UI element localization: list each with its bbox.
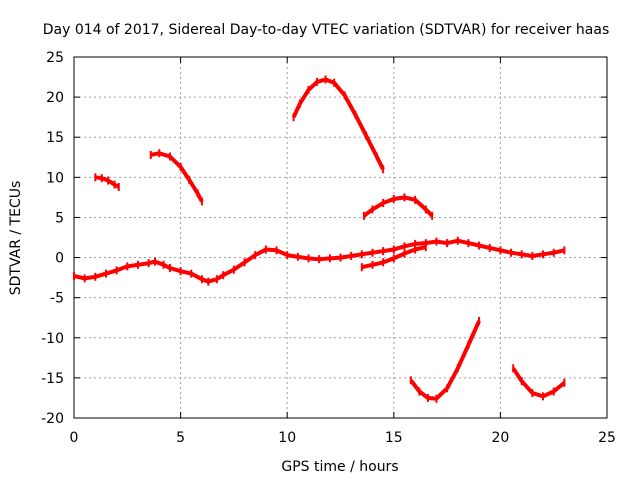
x-tick-label-2: 10 xyxy=(278,430,296,446)
grid-lines xyxy=(74,57,607,418)
x-tick-label-1: 5 xyxy=(176,430,185,446)
x-tick-label-4: 20 xyxy=(491,430,509,446)
x-tick-label-3: 15 xyxy=(385,430,403,446)
axis-ticks: 0 5 10 15 20 25 -20 -15 -10 -5 0 5 10 15 20 25 xyxy=(41,50,616,446)
data-series xyxy=(73,75,566,403)
x-axis-label: GPS time / hours xyxy=(281,459,398,475)
y-tick-label-2: -10 xyxy=(41,331,64,347)
y-tick-label-5: 5 xyxy=(55,210,64,226)
y-axis-label: SDTVAR / TECUs xyxy=(8,181,24,296)
y-tick-label-4: 0 xyxy=(55,251,64,267)
y-tick-label-8: 20 xyxy=(46,90,64,106)
y-tick-label-7: 15 xyxy=(46,130,64,146)
series-arc-4 xyxy=(362,195,434,218)
y-tick-label-9: 25 xyxy=(46,50,64,66)
y-tick-label-3: -5 xyxy=(50,291,64,307)
y-tick-label-0: -20 xyxy=(41,411,64,427)
y-tick-label-6: 10 xyxy=(46,170,64,186)
x-tick-label-5: 25 xyxy=(598,430,616,446)
x-tick-label-0: 0 xyxy=(70,430,79,446)
series-arc-3 xyxy=(291,77,385,171)
series-arc-5 xyxy=(409,320,481,401)
chart-title: Day 014 of 2017, Sidereal Day-to-day VTE… xyxy=(43,22,610,38)
plot-frame xyxy=(73,56,608,419)
series-arc-6 xyxy=(511,367,566,399)
y-tick-label-1: -15 xyxy=(41,371,64,387)
